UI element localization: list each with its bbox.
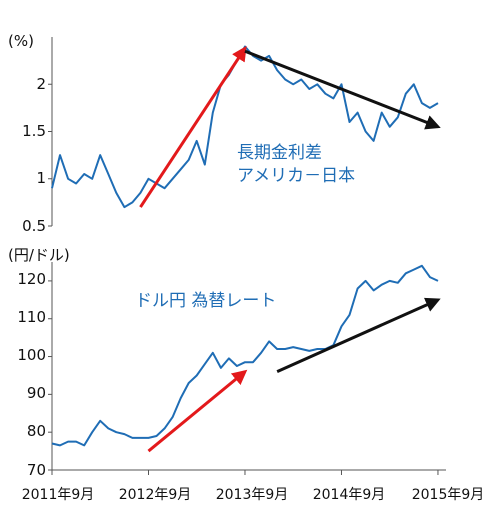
bottom-y-tick-labels: 120 110 100 90 80 70 bbox=[17, 270, 46, 479]
top-annotation-line-2: アメリカ－日本 bbox=[237, 166, 355, 186]
top-annotation-line-1: 長期金利差 bbox=[237, 143, 322, 163]
bottom-x-tick-labels: 2011年9月 2012年9月 2013年9月 2014年9月 2015年9月 bbox=[22, 487, 485, 503]
top-y-tick-labels: 2 1.5 1 0.5 bbox=[22, 75, 46, 235]
top-plot-area bbox=[48, 45, 441, 227]
bottom-y-tick-label: 120 bbox=[17, 270, 46, 288]
bottom-y-tick-label: 90 bbox=[27, 384, 46, 402]
top-trend-arrow bbox=[244, 49, 441, 130]
top-trend-arrow bbox=[139, 45, 247, 208]
bottom-trend-arrow bbox=[276, 297, 441, 374]
bottom-y-tick-label: 70 bbox=[27, 461, 46, 479]
top-y-tick-label: 1.5 bbox=[22, 122, 46, 140]
top-unit-label: (%) bbox=[8, 32, 34, 50]
x-tick-label: 2014年9月 bbox=[313, 487, 386, 503]
x-tick-label: 2012年9月 bbox=[119, 487, 192, 503]
bottom-unit-label: (円/ドル) bbox=[8, 246, 70, 264]
x-tick-label: 2015年9月 bbox=[412, 487, 485, 503]
bottom-y-tick-label: 80 bbox=[27, 422, 46, 440]
top-y-tick-label: 1 bbox=[36, 169, 46, 187]
x-tick-label: 2011年9月 bbox=[22, 487, 95, 503]
bottom-y-tick-label: 110 bbox=[17, 308, 46, 326]
top-y-tick-label: 2 bbox=[36, 75, 46, 93]
top-y-tick-label: 0.5 bbox=[22, 217, 46, 235]
bottom-series-line bbox=[51, 264, 439, 447]
bottom-annotation: ドル円 為替レート bbox=[135, 291, 276, 311]
bottom-plot-area bbox=[48, 264, 441, 475]
top-chart: (%) 2 1.5 1 0.5 長期金利差 アメリカ－日本 bbox=[8, 32, 441, 235]
x-tick-label: 2013年9月 bbox=[216, 487, 289, 503]
bottom-chart: (円/ドル) 120 110 100 90 80 70 2011年9月 2012… bbox=[8, 246, 484, 503]
bottom-trend-arrow bbox=[147, 369, 248, 453]
bottom-y-tick-label: 100 bbox=[17, 346, 46, 364]
